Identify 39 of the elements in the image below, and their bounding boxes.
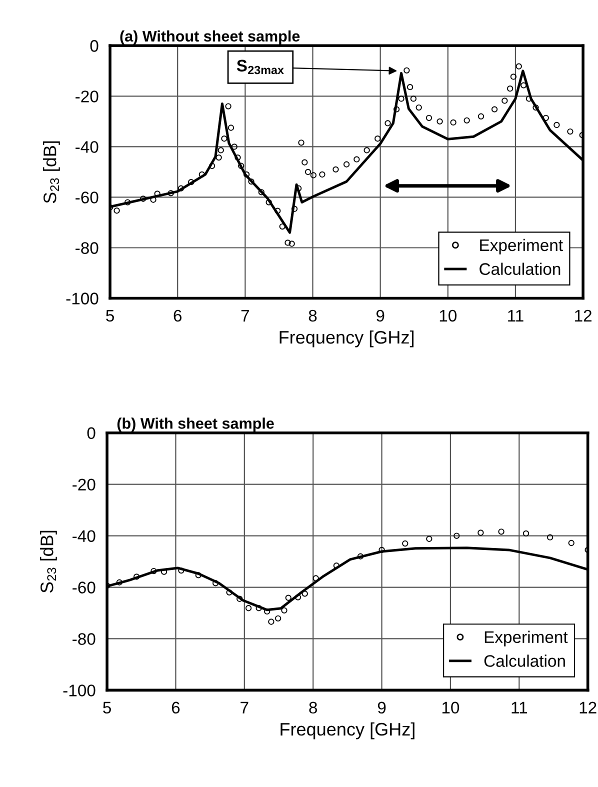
x-tick-label: 12 — [580, 702, 596, 714]
x-tick-label: 11 — [508, 310, 524, 322]
y-tick-label: 0 — [87, 427, 96, 440]
x-tick-label: 6 — [174, 310, 182, 322]
x-tick-label: 9 — [378, 702, 386, 714]
y-axis-title: S$_{23}$ [dB] — [43, 141, 60, 204]
x-tick-label: 9 — [376, 310, 384, 322]
x-tick-label: 12 — [575, 310, 592, 322]
y-tick-label: 0 — [90, 40, 98, 52]
y-tick-label: -80 — [72, 633, 96, 645]
annotation: S$_{23max}$ — [236, 60, 284, 74]
y-tick-label: -100 — [63, 684, 96, 696]
x-axis-title: Frequency [GHz] — [280, 722, 414, 740]
x-tick-label: 7 — [241, 310, 249, 322]
legend-label: Experiment — [484, 630, 568, 646]
x-tick-label: 8 — [308, 310, 317, 322]
x-tick-label: 8 — [309, 702, 318, 714]
y-tick-label: -60 — [72, 582, 96, 594]
y-tick-label: -40 — [76, 141, 98, 153]
y-tick-label: -20 — [76, 90, 98, 102]
x-axis-title: Frequency [GHz] — [280, 330, 414, 348]
x-tick-label: 10 — [440, 310, 457, 322]
x-tick-label: 10 — [442, 702, 460, 714]
y-axis-title: S$_{23}$ [dB] — [40, 530, 57, 593]
x-tick-label: 5 — [103, 702, 111, 714]
y-tick-label: -60 — [76, 192, 98, 204]
legend-label: Calculation — [480, 262, 560, 275]
y-tick-label: -100 — [66, 292, 98, 304]
legend-label: Calculation — [484, 654, 565, 667]
x-tick-label: 7 — [240, 702, 248, 714]
x-tick-label: 11 — [512, 702, 527, 714]
y-tick-label: -80 — [76, 242, 98, 254]
x-tick-label: 5 — [106, 310, 114, 322]
legend-label: Experiment — [480, 238, 563, 254]
y-tick-label: -40 — [72, 530, 96, 542]
x-tick-label: 6 — [172, 702, 180, 714]
chart-title: (b) With sheet sample — [117, 418, 274, 432]
chart-title: (a) Without sheet sample — [120, 30, 300, 45]
y-tick-label: -20 — [72, 478, 96, 491]
